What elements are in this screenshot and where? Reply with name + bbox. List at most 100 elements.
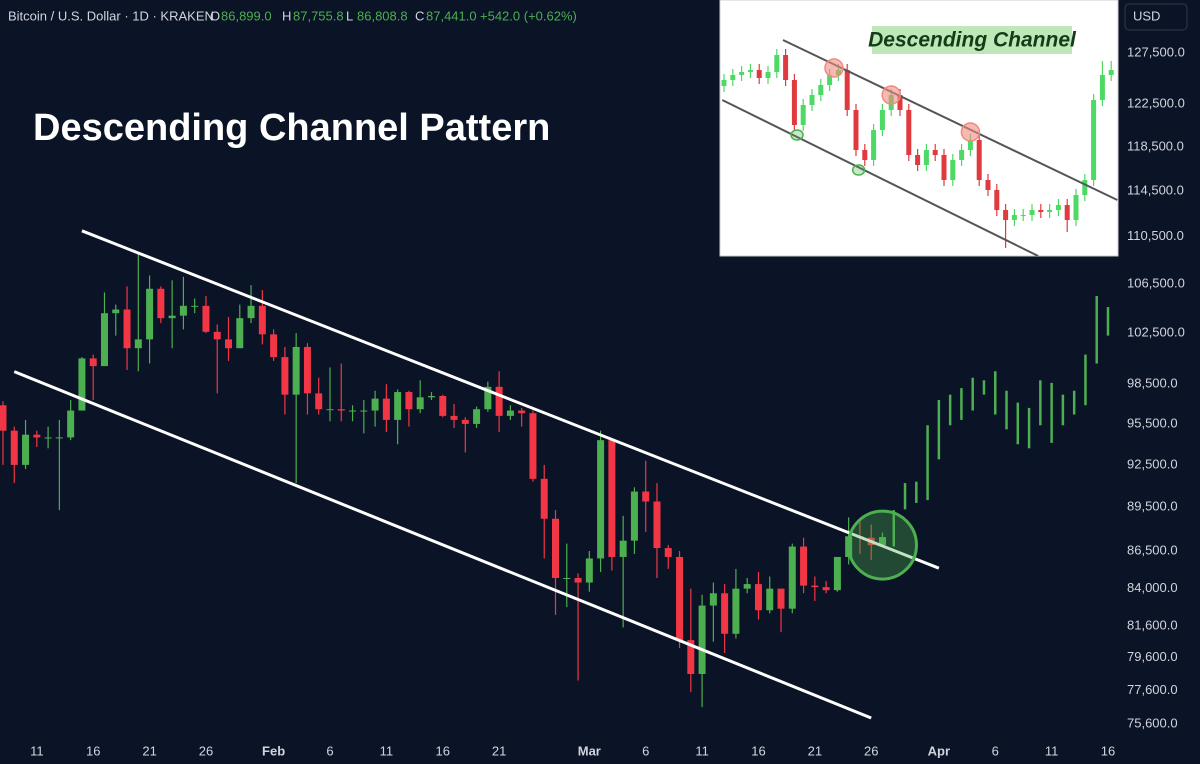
candle-body xyxy=(915,155,921,165)
x-tick-label: 6 xyxy=(992,743,999,758)
candle-body xyxy=(236,318,244,349)
x-tick-label: 6 xyxy=(642,743,649,758)
x-tick-label: Feb xyxy=(262,743,285,758)
x-tick-label: 11 xyxy=(1045,743,1059,758)
symbol: Bitcoin / U.S. Dollar · 1D · KRAKEN xyxy=(8,8,214,23)
candle-body xyxy=(687,640,695,674)
x-tick-label: 21 xyxy=(808,743,822,758)
candle-body xyxy=(1047,210,1053,212)
candle-body xyxy=(732,588,740,634)
header: Bitcoin / U.S. Dollar · 1D · KRAKEN O 86,… xyxy=(8,8,577,23)
x-tick-label: 26 xyxy=(199,743,213,758)
candle-body xyxy=(676,556,684,641)
candle-body xyxy=(950,160,956,180)
candle-body xyxy=(878,537,886,546)
candle-body xyxy=(168,315,176,319)
candle-body xyxy=(303,346,311,394)
candle-body xyxy=(630,491,638,541)
ohlc-label: C xyxy=(415,8,424,23)
y-tick-label: 89,500.0 xyxy=(1127,499,1178,514)
candle-body xyxy=(1073,195,1079,220)
candle-body xyxy=(844,70,850,110)
candle-body xyxy=(55,437,63,439)
candle-body xyxy=(574,578,582,583)
candle-body xyxy=(191,305,199,307)
candle-body xyxy=(788,546,796,609)
currency-box[interactable] xyxy=(1124,3,1188,31)
candle-body xyxy=(22,434,30,465)
candle-body xyxy=(1020,215,1026,216)
candle-body xyxy=(698,605,706,674)
x-tick-label: 21 xyxy=(142,743,156,758)
y-tick-label: 114,500.0 xyxy=(1127,182,1184,197)
candle-body xyxy=(967,140,973,150)
candle-body xyxy=(326,409,334,411)
candle-body xyxy=(853,110,859,150)
y-tick-label: 92,500.0 xyxy=(1127,456,1178,471)
candle-body xyxy=(897,95,903,110)
candle-body xyxy=(818,85,824,95)
candle-body xyxy=(270,334,278,358)
candle-body xyxy=(585,558,593,583)
candle-body xyxy=(809,95,815,105)
x-tick-label: Apr xyxy=(928,743,950,758)
candle-body xyxy=(349,410,357,412)
ohlc-label: H xyxy=(282,8,291,23)
candle-body xyxy=(461,419,469,424)
y-tick-label: 118,500.0 xyxy=(1127,138,1184,153)
candle-body xyxy=(450,415,458,420)
candle-body xyxy=(777,588,785,609)
chart-title: Descending Channel Pattern xyxy=(33,107,550,149)
y-tick-label: 95,500.0 xyxy=(1127,415,1178,430)
candle-body xyxy=(1108,70,1114,75)
y-tick-label: 102,500.0 xyxy=(1127,325,1185,340)
x-tick-label: 16 xyxy=(751,743,765,758)
candle-body xyxy=(994,190,1000,210)
candle-body xyxy=(1011,215,1017,220)
candle-body xyxy=(1091,100,1097,180)
candle-body xyxy=(0,405,7,431)
candle-body xyxy=(730,75,736,80)
candle-body xyxy=(791,80,797,125)
ohlc-value: 86,899.0 xyxy=(221,8,272,23)
x-tick-label: 11 xyxy=(380,743,394,758)
currency: USD xyxy=(1133,8,1160,23)
candle-body xyxy=(774,55,780,72)
candle-body xyxy=(959,150,965,160)
candle-body xyxy=(743,584,751,589)
candle-body xyxy=(529,413,537,479)
candle-body xyxy=(827,75,833,85)
candle-body xyxy=(416,397,424,410)
x-tick-label: 16 xyxy=(1101,743,1115,758)
candle-body xyxy=(1064,205,1070,220)
inset-chart: Descending Channel xyxy=(719,0,1119,257)
change: +542.0 (+0.62%) xyxy=(480,8,577,23)
candle-body xyxy=(597,440,605,559)
candle-body xyxy=(833,556,841,591)
candle-body xyxy=(619,540,627,557)
candle-body xyxy=(179,305,187,316)
candle-body xyxy=(134,339,142,349)
candle-body xyxy=(754,584,762,611)
inset-channel-line xyxy=(721,99,1039,256)
candle-body xyxy=(747,70,753,72)
candle-body xyxy=(337,409,345,411)
peak-marker xyxy=(824,58,844,78)
y-tick-label: 81,600.0 xyxy=(1127,617,1178,632)
candle-body xyxy=(439,395,447,416)
candle-body xyxy=(247,305,255,319)
candle-body xyxy=(653,501,661,549)
candle-body xyxy=(1099,75,1105,100)
candle-body xyxy=(427,395,435,398)
candle-body xyxy=(1038,210,1044,212)
candle-body xyxy=(360,410,368,412)
candle-body xyxy=(976,140,982,180)
candle-body xyxy=(281,357,289,395)
candle-body xyxy=(783,55,789,80)
candle-body xyxy=(811,585,819,588)
candle-body xyxy=(608,440,616,557)
x-tick-label: Mar xyxy=(578,743,601,758)
candle-body xyxy=(721,593,729,634)
candle-body xyxy=(941,155,947,180)
